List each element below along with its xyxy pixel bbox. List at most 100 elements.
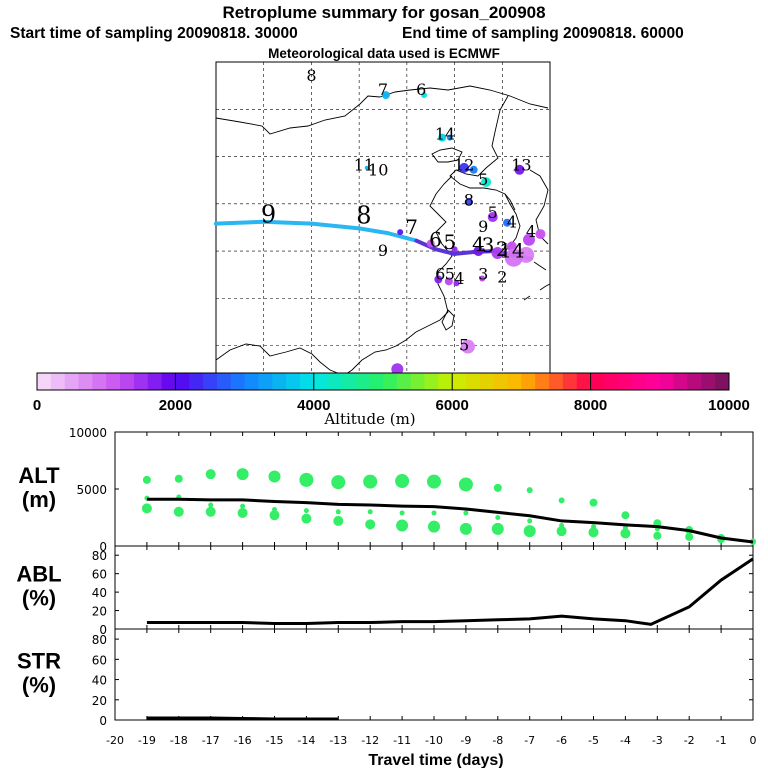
map-day-label: 5 bbox=[443, 230, 456, 254]
altitude-lower-dot bbox=[141, 503, 152, 514]
panel-ylabel: (%) bbox=[22, 586, 56, 611]
x-tick-label: 0 bbox=[750, 734, 757, 747]
altitude-upper-dot bbox=[493, 483, 502, 492]
altitude-lower-dot bbox=[365, 519, 376, 530]
colorbar-cell bbox=[618, 373, 633, 390]
colorbar-cell bbox=[327, 373, 342, 390]
colorbar-cell bbox=[410, 373, 425, 390]
altitude-mid-dot bbox=[208, 502, 214, 508]
colorbar-cell bbox=[216, 373, 232, 390]
map-day-label: 4 bbox=[472, 232, 485, 256]
altitude-upper-dot bbox=[589, 498, 598, 507]
track-segment bbox=[433, 247, 457, 256]
altitude-upper-dot bbox=[268, 470, 281, 483]
altitude-mid-dot bbox=[495, 515, 501, 520]
map-day-label: 2 bbox=[497, 267, 507, 286]
altitude-mid-dot bbox=[303, 508, 309, 514]
map-day-label: 5 bbox=[478, 170, 488, 189]
colorbar-cell bbox=[687, 373, 702, 390]
plume-dot bbox=[391, 363, 404, 376]
plume-dot bbox=[451, 246, 458, 253]
map-day-label: 4 bbox=[526, 222, 536, 241]
colorbar-cell bbox=[645, 373, 661, 390]
map-day-label: 5 bbox=[459, 335, 469, 354]
plume-dot bbox=[504, 248, 523, 267]
colorbar-cell bbox=[701, 373, 716, 390]
colorbar-cell bbox=[369, 373, 384, 390]
y-tick-label: 60 bbox=[92, 568, 107, 582]
altitude-lower-dot bbox=[237, 507, 248, 518]
map-day-label: 13 bbox=[511, 156, 531, 175]
colorbar-cell bbox=[37, 373, 52, 390]
map-day-label: 9 bbox=[478, 217, 488, 236]
colorbar-cell bbox=[590, 373, 605, 390]
altitude-upper-dot bbox=[331, 475, 346, 490]
y-tick-label: 0 bbox=[99, 623, 107, 637]
colorbar-tick-label: 10000 bbox=[708, 397, 750, 414]
colorbar-cell bbox=[147, 373, 162, 390]
x-tick-label: -5 bbox=[588, 734, 599, 747]
colorbar-cell bbox=[715, 373, 730, 390]
colorbar-tick-label: 8000 bbox=[574, 397, 607, 414]
x-tick-label: -16 bbox=[234, 734, 252, 747]
colorbar-cell bbox=[106, 373, 121, 390]
plume-dot bbox=[479, 275, 486, 282]
altitude-lower-dot bbox=[653, 531, 662, 540]
y-tick-label: 0 bbox=[99, 714, 107, 728]
plume-dot bbox=[523, 233, 536, 246]
colorbar-cell bbox=[535, 373, 550, 390]
plume-dot bbox=[503, 218, 512, 227]
x-axis: -20 -19 -18 -17 -16 -15 -14 -13 -12 -11 -10 -9 -8 -7-… bbox=[106, 734, 756, 768]
colorbar-label: Altitude (m) bbox=[323, 410, 415, 428]
plume-dot bbox=[464, 197, 473, 206]
altitude-lower-dot bbox=[205, 506, 216, 517]
plume-dots bbox=[364, 91, 546, 376]
abl-line bbox=[146, 557, 754, 626]
colorbar-frame bbox=[36, 372, 730, 391]
colorbar-cell bbox=[673, 373, 688, 390]
track-segment bbox=[214, 219, 266, 226]
sampling-end-text: End time of sampling 20090818. 60000 bbox=[402, 25, 684, 42]
colorbar-cells bbox=[37, 373, 730, 390]
altitude-lower-dot bbox=[333, 515, 344, 526]
sampling-start-text: Start time of sampling 20090818. 30000 bbox=[10, 25, 298, 42]
altitude-upper-dot bbox=[174, 474, 183, 483]
altitude-lower-dot bbox=[491, 522, 504, 535]
colorbar-cell bbox=[341, 373, 356, 390]
y-tick-label: 60 bbox=[92, 653, 107, 667]
colorbar-cell bbox=[438, 373, 453, 390]
plume-dot bbox=[491, 246, 504, 259]
altitude-upper-dot bbox=[558, 497, 565, 504]
altitude-mid-dot bbox=[240, 503, 246, 509]
colorbar-cell bbox=[424, 373, 439, 390]
x-tick-label: -8 bbox=[492, 734, 503, 747]
map-day-label: 10 bbox=[368, 160, 388, 179]
x-tick-label: -10 bbox=[425, 734, 443, 747]
panel-str: 0 20 40 60 80 STR(%) bbox=[17, 628, 754, 728]
colorbar-cell bbox=[576, 373, 591, 390]
x-tick-label: -17 bbox=[202, 734, 220, 747]
colorbar-cell bbox=[383, 373, 398, 390]
map-day-label: 8 bbox=[464, 191, 474, 210]
colorbar-cell bbox=[133, 373, 149, 390]
colorbar-cell bbox=[313, 373, 329, 390]
met-data-text: Meteorological data used is ECMWF bbox=[268, 46, 500, 61]
plume-dot bbox=[434, 275, 443, 284]
altitude-lower-dot bbox=[428, 520, 440, 533]
colorbar-tick-label: 2000 bbox=[159, 397, 192, 414]
plume-dot bbox=[364, 165, 369, 170]
map-day-label: 12 bbox=[454, 156, 474, 175]
x-tick-label: -1 bbox=[716, 734, 727, 747]
colorbar-cell bbox=[161, 373, 176, 390]
x-tick-label: -20 bbox=[106, 734, 124, 747]
map-gridlines bbox=[216, 62, 550, 374]
altitude-upper-dot bbox=[236, 468, 249, 481]
y-tick-label: 20 bbox=[92, 694, 107, 708]
colorbar-cell bbox=[258, 373, 273, 390]
colorbar-cell bbox=[50, 373, 66, 390]
panel-ylabel: (m) bbox=[22, 487, 56, 512]
panel-ylabel: (%) bbox=[22, 673, 56, 698]
x-tick-label: -18 bbox=[170, 734, 188, 747]
